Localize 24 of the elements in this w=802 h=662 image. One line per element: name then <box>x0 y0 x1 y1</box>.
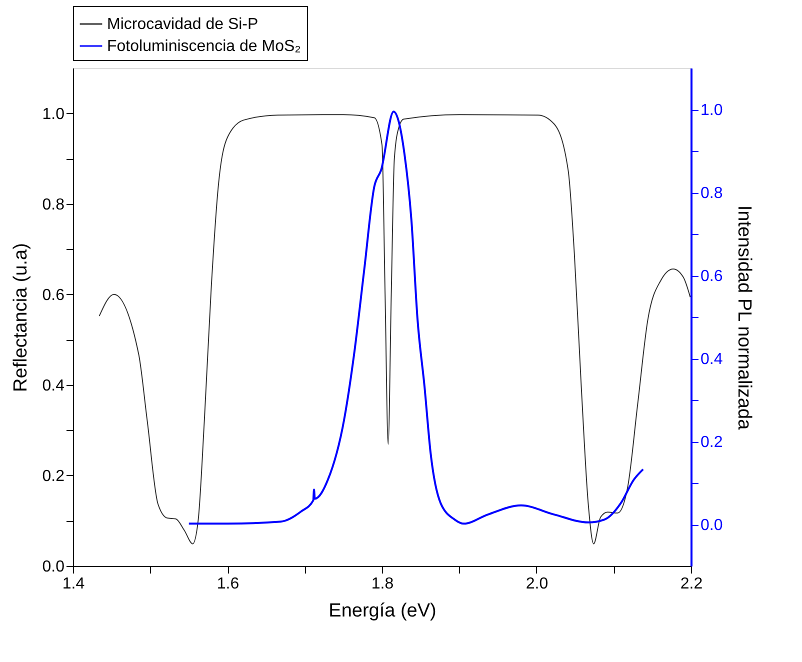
y-tick-label: 0.0 <box>42 558 65 576</box>
y2-tick-label: 0.8 <box>700 185 723 202</box>
line-series <box>98 114 691 544</box>
x-tick-label: 2.2 <box>680 576 703 592</box>
y-tick-label: 0.4 <box>42 377 65 394</box>
y-axis-title: Reflectancia (u.a) <box>10 243 32 392</box>
y2-tick-label: 0.4 <box>700 351 723 368</box>
y-tick-label: 0.6 <box>42 286 65 304</box>
x-tick-label: 1.8 <box>371 576 394 592</box>
legend-label: Fotoluminiscencia de MoS₂ <box>107 38 301 55</box>
y2-tick-label: 0.2 <box>700 434 723 451</box>
y2-tick-label: 0.6 <box>700 268 723 285</box>
line-series <box>188 110 644 525</box>
y2-tick-label: 0.0 <box>700 517 723 534</box>
y-tick-label: 0.2 <box>42 468 65 485</box>
y2-tick-label: 1.0 <box>700 102 723 119</box>
y-tick-label: 0.8 <box>42 196 65 214</box>
x-tick-label: 2.0 <box>526 576 548 592</box>
y-tick-label: 1.0 <box>42 106 65 123</box>
x-tick-label: 1.6 <box>216 576 240 592</box>
x-axis-title: Energía (eV) <box>328 600 436 622</box>
legend-label: Microcavidad de Si-P <box>107 16 258 33</box>
y2-axis-title: Intensidad PL normalizada <box>734 205 755 430</box>
x-tick-label: 1.4 <box>62 576 85 592</box>
